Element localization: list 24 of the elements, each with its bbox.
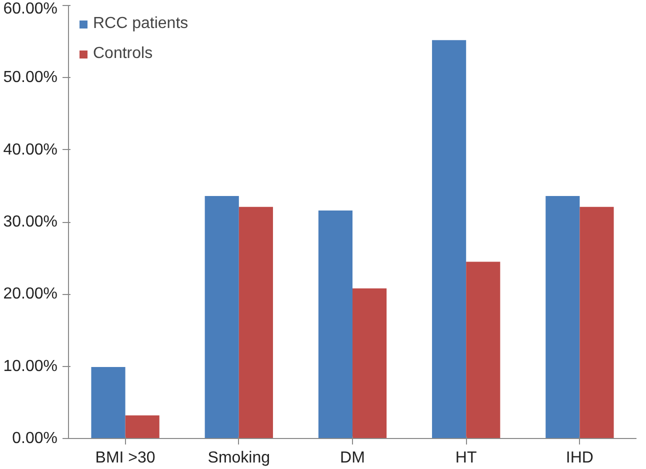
legend-label: Controls bbox=[93, 45, 153, 63]
x-tick-label: HT bbox=[455, 450, 477, 466]
x-tick-label: DM bbox=[340, 450, 365, 466]
y-tick-label: 10.00% bbox=[3, 358, 58, 375]
x-tick-label: IHD bbox=[566, 450, 594, 466]
y-tick-label: 50.00% bbox=[3, 69, 58, 86]
bar bbox=[91, 367, 126, 438]
legend-label: RCC patients bbox=[93, 15, 188, 33]
bar bbox=[432, 40, 466, 438]
bar bbox=[466, 262, 500, 438]
bar bbox=[204, 196, 239, 438]
x-tick-label: Smoking bbox=[208, 450, 270, 466]
y-tick-label: 40.00% bbox=[3, 141, 58, 158]
bar bbox=[318, 210, 352, 438]
bar bbox=[546, 196, 580, 438]
y-tick-label: 20.00% bbox=[3, 286, 58, 303]
bar bbox=[580, 206, 614, 438]
y-tick-label: 60.00% bbox=[3, 0, 58, 18]
bar bbox=[238, 206, 273, 438]
y-tick-label: 0.00% bbox=[12, 430, 58, 447]
y-tick-label: 30.00% bbox=[3, 214, 58, 230]
x-tick-label: BMI >30 bbox=[95, 450, 156, 466]
bar bbox=[352, 288, 387, 438]
bar bbox=[125, 415, 160, 438]
